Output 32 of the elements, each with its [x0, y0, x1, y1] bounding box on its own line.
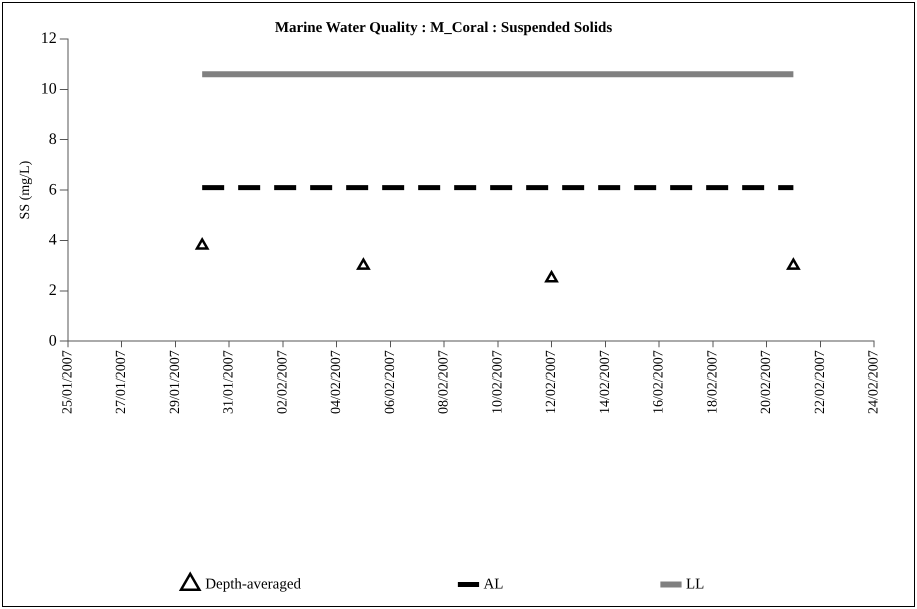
legend-label: AL [483, 576, 504, 592]
x-tick-label: 31/01/2007 [222, 350, 237, 414]
x-tick-label: 12/02/2007 [544, 350, 560, 414]
x-tick-label: 02/02/2007 [275, 350, 290, 414]
x-tick-label: 18/02/2007 [705, 350, 720, 414]
y-tick-label: 12 [40, 30, 57, 48]
point [196, 238, 209, 250]
y-tick-label: 0 [48, 332, 57, 350]
y-tick-label: 10 [40, 80, 57, 98]
y-tick-label: 4 [48, 232, 57, 249]
x-tick-label: 29/01/2007 [168, 350, 183, 414]
point [356, 258, 370, 270]
x-tick-label: 27/01/2007 [114, 350, 130, 414]
x-tick-label: 14/02/2007 [598, 350, 613, 414]
point [545, 271, 558, 283]
x-tick-label: 16/02/2007 [652, 350, 667, 414]
legend-label: LL [686, 576, 704, 592]
y-axis-title: SS (mg/L) [18, 160, 34, 220]
legend-label: Depth-averaged [205, 576, 302, 592]
x-tick-label: 22/02/2007 [812, 350, 828, 414]
point [786, 258, 800, 270]
x-tick-label: 20/02/2007 [759, 350, 774, 414]
x-tick-label: 10/02/2007 [490, 350, 506, 414]
y-tick-label: 8 [48, 130, 57, 148]
x-tick-label: 08/02/2007 [436, 350, 452, 414]
y-tick-label: 2 [48, 282, 57, 300]
y-tick-label: 6 [48, 181, 57, 198]
chart-title: Marine Water Quality : M_Coral : Suspended Solids [274, 20, 612, 36]
x-tick-label: 04/02/2007 [329, 350, 344, 414]
x-tick-label: 06/02/2007 [382, 350, 398, 414]
x-tick-label: 24/02/2007 [866, 350, 882, 414]
x-tick-label: 25/01/2007 [60, 350, 76, 414]
